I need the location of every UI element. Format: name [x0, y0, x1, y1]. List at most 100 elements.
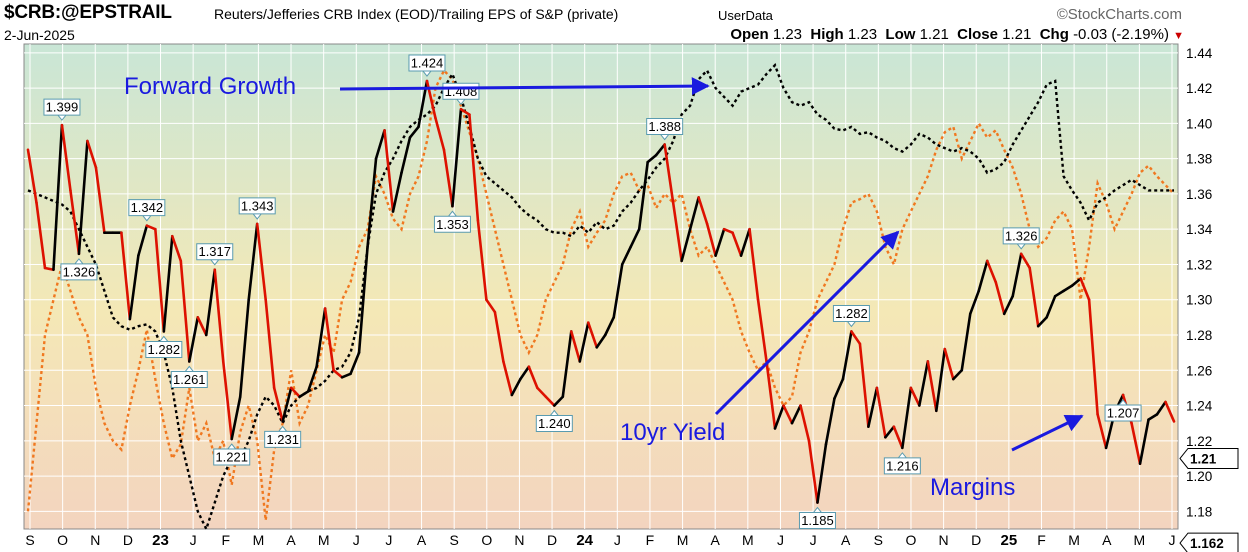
- point-label-text: 1.282: [835, 306, 868, 321]
- point-label-text: 1.326: [1005, 228, 1038, 243]
- point-label: 1.343: [238, 197, 276, 220]
- ratio-segment: [867, 386, 879, 429]
- ratio-segment: [332, 368, 344, 379]
- ratio-segment: [349, 351, 361, 376]
- ratio-segment: [340, 372, 352, 379]
- x-tick-label: S: [449, 532, 458, 548]
- annotation-10yr-yield-text: 10yr Yield: [620, 419, 725, 446]
- ratio-segment: [858, 342, 870, 429]
- x-tick-label: J: [777, 532, 784, 548]
- ratio-segment: [553, 395, 565, 407]
- point-label: 1.282: [145, 335, 183, 358]
- point-label: 1.216: [883, 452, 921, 475]
- ratio-segment: [671, 201, 683, 263]
- annotation-margins-text: Margins: [930, 474, 1015, 501]
- overlay-black-line: [27, 62, 1174, 533]
- last-value-overlay: 1.162: [1179, 532, 1239, 552]
- point-label: 1.388: [646, 118, 684, 141]
- ratio-segment: [468, 113, 480, 222]
- point-label: 1.326: [60, 258, 98, 281]
- ratio-segment: [935, 347, 947, 413]
- ratio-segment: [35, 201, 47, 270]
- ratio-segment: [187, 316, 200, 363]
- x-tick-label: 23: [152, 532, 169, 549]
- point-label-box: [145, 335, 183, 358]
- ratio-segment: [637, 160, 649, 231]
- ratio-segment: [1062, 284, 1074, 293]
- ratio-segment: [1087, 298, 1099, 416]
- ratio-segment: [595, 333, 607, 349]
- point-label-box: [213, 443, 251, 466]
- ratio-segment: [128, 254, 140, 321]
- x-tick-label: J: [614, 532, 621, 548]
- close-value: 1.21: [1002, 26, 1032, 43]
- x-tick-label: 24: [576, 532, 593, 549]
- forward-growth-arrow: [339, 77, 710, 96]
- ohlc-readout: Open 1.23 High 1.23 Low 1.21 Close 1.21 …: [730, 26, 1184, 43]
- x-tick-label: J: [353, 532, 360, 548]
- ratio-segment: [875, 386, 887, 439]
- y-tick-label: 1.24: [1186, 399, 1213, 414]
- series-layer: [26, 62, 1176, 533]
- ratio-segment: [94, 166, 106, 235]
- chart-description: Reuters/Jefferies CRB Index (EOD)/Traili…: [214, 6, 619, 22]
- ratio-segment: [909, 386, 921, 407]
- y-tick-label: 1.40: [1186, 116, 1212, 131]
- annotation-forward-growth-text: Forward Growth: [124, 73, 296, 100]
- point-label-text: 1.221: [215, 450, 248, 465]
- point-label: 1.282: [832, 304, 870, 328]
- ratio-segment: [60, 123, 72, 192]
- ratio-segment: [179, 259, 191, 363]
- chg-value: -0.03 (-2.19%): [1073, 26, 1169, 43]
- y-tick-label: 1.34: [1186, 222, 1213, 237]
- ratio-segment: [510, 377, 522, 397]
- ratio-segment: [459, 107, 471, 116]
- ratio-segment: [442, 148, 454, 208]
- point-label-box: [1002, 227, 1040, 250]
- ratio-segment: [196, 316, 208, 337]
- ratio-segment: [799, 404, 811, 443]
- x-tick-label: A: [711, 532, 721, 548]
- ratio-segment: [1036, 316, 1048, 328]
- ratio-segment: [272, 386, 284, 423]
- ratio-segment: [773, 404, 785, 430]
- ratio-segment: [884, 425, 896, 439]
- ratio-segment: [315, 307, 327, 369]
- ratio-segment: [323, 307, 335, 372]
- point-label-box: [535, 409, 573, 433]
- x-tick-label: F: [1037, 532, 1046, 548]
- x-tick-label: S: [874, 532, 883, 548]
- ratio-segment: [731, 231, 743, 257]
- ratio-segment: [374, 129, 386, 160]
- ratio-segment: [434, 116, 446, 152]
- x-tick-label: J: [190, 532, 197, 548]
- x-tick-label: N: [90, 532, 100, 548]
- x-tick-label: D: [971, 532, 981, 548]
- y-tick-label: 1.18: [1186, 504, 1212, 519]
- ratio-segment: [824, 397, 836, 446]
- ratio-segment: [807, 439, 819, 504]
- ratio-segment: [26, 148, 38, 205]
- ratio-segment: [1079, 277, 1091, 302]
- userdata-label: UserData: [718, 8, 773, 23]
- ratio-segment: [561, 330, 573, 399]
- x-tick-label: N: [514, 532, 524, 548]
- ratio-segment: [298, 390, 310, 399]
- ratio-segment: [765, 360, 777, 430]
- ratio-segment: [519, 365, 531, 381]
- point-label-text: 1.353: [436, 217, 469, 232]
- ratio-segment: [612, 263, 624, 319]
- ratio-segment: [213, 268, 225, 363]
- ratio-segment: [162, 234, 174, 333]
- y-tick-label: 1.22: [1186, 434, 1212, 449]
- ratio-segment: [985, 259, 998, 284]
- x-tick-label: D: [123, 532, 133, 548]
- ratio-segment: [264, 298, 276, 390]
- ratio-segment: [892, 425, 904, 450]
- ratio-segment: [1155, 400, 1167, 416]
- ratio-segment: [850, 330, 862, 346]
- ratio-segment: [357, 245, 369, 354]
- point-labels-layer: 1.399 1.326 1.342 1.282 1.261 1.317 1.221 1.343…: [43, 54, 1142, 530]
- ratio-segment: [705, 222, 717, 257]
- ratio-segment: [816, 443, 828, 504]
